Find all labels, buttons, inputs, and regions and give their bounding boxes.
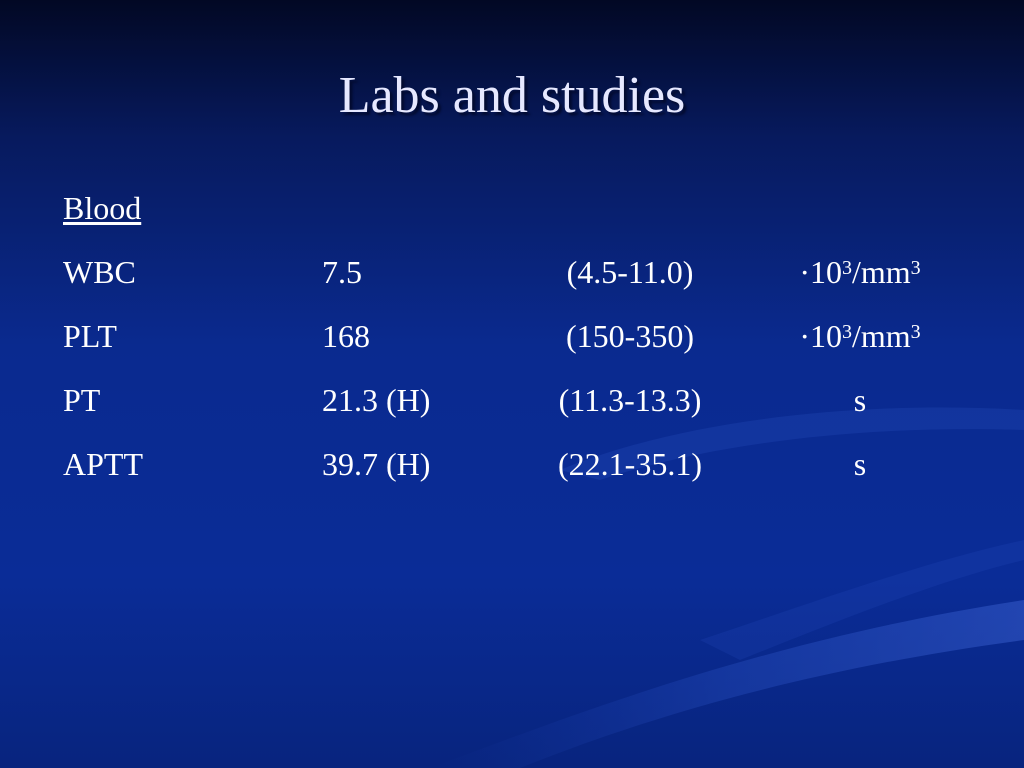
lab-value: 39.7 (H) — [322, 446, 431, 482]
lab-name: WBC — [63, 254, 136, 290]
lab-value: 168 — [322, 318, 370, 354]
lab-row-plt: PLT 168 (150-350) ·103/mm3 — [0, 314, 1024, 358]
lab-name: PLT — [63, 318, 117, 354]
lab-unit: ·103/mm3 — [799, 254, 921, 290]
lab-unit: s — [853, 382, 867, 418]
lab-reference-range: (4.5-11.0) — [566, 254, 694, 290]
section-heading-blood: Blood — [63, 190, 142, 226]
lab-row-pt: PT 21.3 (H) (11.3-13.3) s — [0, 378, 1024, 422]
lab-unit: s — [853, 446, 867, 482]
lab-unit: ·103/mm3 — [799, 318, 921, 354]
lab-reference-range: (11.3-13.3) — [558, 382, 702, 418]
lab-reference-range: (22.1-35.1) — [558, 446, 702, 482]
lab-value: 21.3 (H) — [322, 382, 431, 418]
lab-reference-range: (150-350) — [566, 318, 694, 354]
slide-title: Labs and studies — [338, 67, 686, 124]
lab-name: APTT — [63, 446, 143, 482]
lab-name: PT — [63, 382, 101, 418]
lab-row-aptt: APTT 39.7 (H) (22.1-35.1) s — [0, 442, 1024, 486]
lab-value: 7.5 — [322, 254, 362, 290]
lab-row-wbc: WBC 7.5 (4.5-11.0) ·103/mm3 — [0, 250, 1024, 294]
